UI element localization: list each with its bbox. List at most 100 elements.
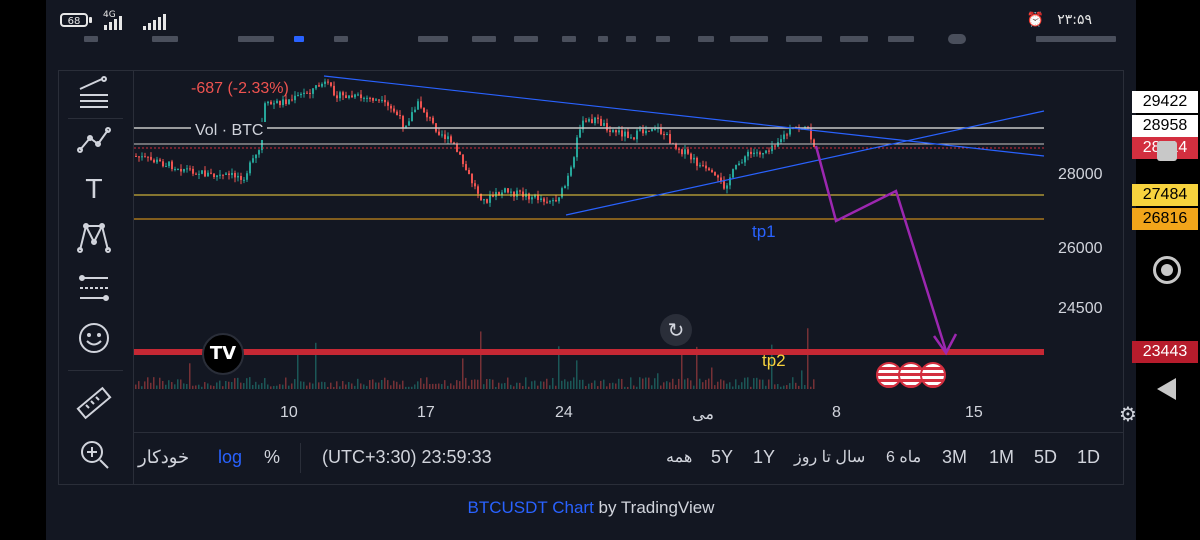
volume-bar — [363, 384, 365, 389]
volume-bar — [339, 386, 341, 389]
candle-body — [603, 123, 605, 126]
volume-bar — [531, 381, 533, 389]
volume-bar — [663, 382, 665, 389]
candle-body — [465, 164, 467, 171]
candle-body — [255, 154, 257, 159]
candle-body — [378, 99, 380, 101]
pattern-tool-icon[interactable] — [76, 220, 112, 256]
candle-body — [753, 152, 755, 155]
back-nav-icon[interactable] — [1157, 378, 1176, 400]
candle-body — [789, 129, 791, 135]
candle-body — [219, 174, 221, 176]
volume-bar — [669, 382, 671, 389]
volume-bar — [405, 386, 407, 389]
range-button-1d[interactable]: 1D — [1077, 447, 1101, 467]
candle-body — [384, 99, 386, 103]
emoji-icon[interactable] — [76, 320, 112, 356]
text-tool-icon[interactable]: T — [86, 175, 102, 205]
prediction-tool-icon[interactable] — [76, 270, 112, 306]
volume-bar — [603, 379, 605, 389]
time-axis-label: 15 — [965, 404, 983, 421]
log-scale-toggle[interactable]: log — [218, 447, 243, 467]
tradingview-logo-icon[interactable]: TV — [202, 333, 244, 375]
candle-body — [324, 81, 326, 84]
range-button-5y[interactable]: 5Y — [711, 447, 734, 467]
volume-bar — [561, 380, 563, 389]
candle-body — [471, 173, 473, 184]
volume-bar — [444, 380, 446, 389]
range-button-1y[interactable]: 1Y — [753, 447, 776, 467]
volume-bar — [519, 382, 521, 389]
candle-body — [783, 134, 785, 140]
candle-body — [375, 99, 377, 101]
volume-bar — [708, 378, 710, 389]
trend-lines-menu-icon[interactable] — [76, 75, 112, 111]
volume-bar — [243, 383, 245, 389]
candle-body — [345, 95, 347, 99]
volume-bar — [729, 382, 731, 389]
drawing-toolbar: T — [58, 70, 134, 485]
candle-body — [594, 117, 596, 124]
volume-bar — [141, 386, 143, 389]
settings-gear-icon[interactable]: ⚙ — [1119, 402, 1137, 426]
candle-body — [711, 170, 713, 173]
price-tag: 27484 — [1132, 184, 1198, 206]
candle-body — [726, 185, 728, 189]
range-button-1m[interactable]: 1M — [989, 447, 1015, 467]
candle-body — [744, 156, 746, 163]
square-nav-icon[interactable] — [1157, 141, 1177, 161]
volume-bar — [606, 386, 608, 389]
volume-bar — [786, 385, 788, 389]
ruler-icon[interactable] — [76, 385, 112, 421]
candle-body — [573, 157, 575, 168]
volume-bar — [342, 381, 344, 389]
candle-body — [618, 130, 620, 133]
percent-scale-toggle[interactable]: % — [264, 447, 281, 467]
volume-bar — [585, 385, 587, 389]
candle-body — [750, 151, 752, 155]
volume-bar — [189, 363, 191, 389]
volume-bar — [684, 379, 686, 389]
circle-nav-icon[interactable] — [1153, 256, 1181, 284]
volume-bar — [417, 381, 419, 389]
volume-bar — [456, 380, 458, 389]
signal-icon-2 — [143, 14, 166, 30]
trend-line-icon[interactable] — [76, 122, 112, 158]
range-button-ytd[interactable]: سال تا روز — [794, 449, 866, 466]
timezone-clock[interactable]: (UTC+3:30) 23:59:33 — [322, 447, 492, 467]
candle-body — [414, 109, 416, 113]
battery-icon: 68 — [60, 13, 88, 27]
volume-bar — [372, 379, 374, 389]
candle-body — [144, 156, 146, 158]
auto-scale-toggle[interactable]: خودکار — [138, 447, 190, 467]
candle-body — [180, 168, 182, 172]
range-button-all[interactable]: همه — [666, 449, 693, 466]
candle-body — [687, 149, 689, 154]
range-button-6m[interactable]: 6 ماه — [886, 449, 922, 466]
volume-bar — [414, 384, 416, 389]
zoom-in-icon[interactable] — [76, 436, 112, 472]
candle-body — [195, 173, 197, 175]
volume-bar — [609, 383, 611, 389]
volume-label[interactable]: Vol · BTC — [191, 122, 268, 140]
volume-bar — [432, 383, 434, 389]
reset-chart-icon[interactable]: ↻ — [660, 314, 692, 346]
chart-canvas[interactable] — [134, 71, 1124, 401]
volume-bar — [351, 383, 353, 389]
volume-bar — [435, 383, 437, 389]
volume-bar — [522, 386, 524, 389]
economic-events[interactable] — [876, 362, 946, 388]
volume-bar — [648, 377, 650, 389]
candle-body — [624, 131, 626, 137]
candle-body — [483, 199, 485, 201]
candle-body — [462, 154, 464, 165]
chart-area[interactable]: -687 (-2.33%) Vol · BTC 28000 26000 2450… — [134, 71, 1198, 426]
range-button-5d[interactable]: 5D — [1034, 447, 1058, 467]
volume-bar — [726, 383, 728, 389]
candle-body — [333, 85, 335, 96]
candle-body — [321, 83, 323, 87]
chart-credit-link[interactable]: BTCUSDT Chart — [467, 498, 594, 517]
candle-body — [702, 165, 704, 167]
range-button-3m[interactable]: 3M — [942, 447, 968, 467]
volume-bar — [792, 377, 794, 389]
